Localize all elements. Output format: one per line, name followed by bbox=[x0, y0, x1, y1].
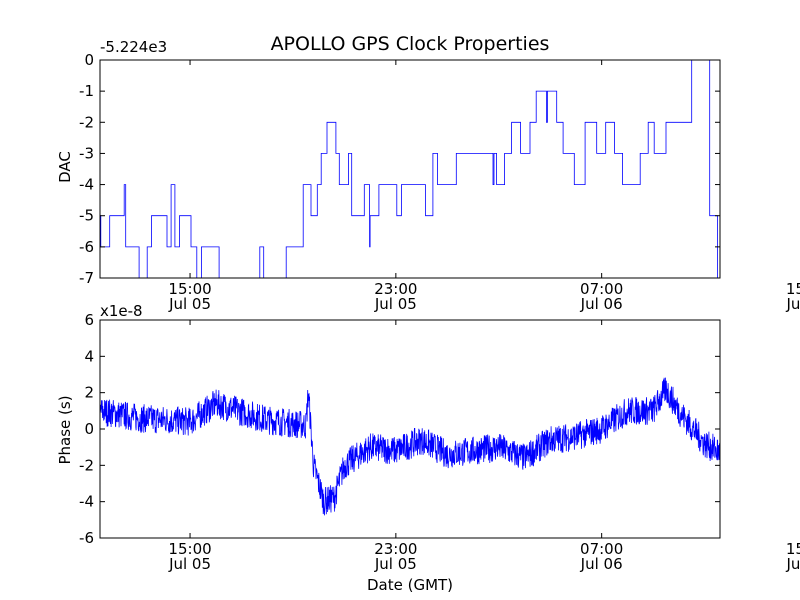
y-tick-label: 4 bbox=[84, 347, 94, 365]
x-tick-time-label: 07:00 bbox=[580, 540, 623, 558]
x-tick-time-label: 15:00 bbox=[786, 540, 800, 558]
y-tick-label: -4 bbox=[79, 176, 94, 194]
x-tick-time-label: 15:00 bbox=[786, 280, 800, 298]
y-tick-label: -5 bbox=[79, 207, 94, 225]
y-tick-label: -7 bbox=[79, 269, 94, 287]
phase-y-axis-label: Phase (s) bbox=[56, 395, 74, 464]
y-tick-label: -6 bbox=[79, 238, 94, 256]
y-tick-label: -2 bbox=[79, 456, 94, 474]
y-tick-label: -2 bbox=[79, 113, 94, 131]
x-tick-time-label: 15:00 bbox=[168, 280, 211, 298]
y-tick-label: -6 bbox=[79, 529, 94, 547]
phase-offset-label: x1e-8 bbox=[100, 302, 143, 320]
y-tick-label: 0 bbox=[84, 420, 94, 438]
x-tick-time-label: 15:00 bbox=[168, 540, 211, 558]
x-tick-date-label: Jul 06 bbox=[785, 295, 800, 313]
x-tick-date-label: Jul 05 bbox=[168, 295, 211, 313]
y-tick-label: 6 bbox=[84, 311, 94, 329]
x-tick-date-label: Jul 05 bbox=[374, 555, 417, 573]
axes-frame bbox=[99, 59, 721, 279]
x-tick-time-label: 23:00 bbox=[374, 280, 417, 298]
chart-title: APOLLO GPS Clock Properties bbox=[271, 33, 550, 55]
phase-series-line bbox=[100, 377, 720, 516]
y-tick-label: -1 bbox=[79, 82, 94, 100]
dac-series-line bbox=[100, 60, 720, 278]
y-tick-label: -3 bbox=[79, 144, 94, 162]
x-tick-time-label: 23:00 bbox=[374, 540, 417, 558]
y-tick-label: 2 bbox=[84, 384, 94, 402]
phase-axes: x1e-8 Phase (s) Date (GMT) 6 4 2 0 -2 -4 -6 15:… bbox=[56, 302, 800, 594]
x-tick-date-label: Jul 05 bbox=[374, 295, 417, 313]
dac-offset-label: -5.224e3 bbox=[100, 38, 167, 56]
x-tick-date-label: Jul 06 bbox=[580, 295, 623, 313]
axes-frame bbox=[99, 319, 721, 539]
dac-y-axis-label: DAC bbox=[56, 151, 74, 183]
x-tick-date-label: Jul 06 bbox=[580, 555, 623, 573]
y-tick-label: -4 bbox=[79, 493, 94, 511]
y-tick-label: 0 bbox=[84, 51, 94, 69]
x-tick-time-label: 07:00 bbox=[580, 280, 623, 298]
x-tick-date-label: Jul 06 bbox=[785, 555, 800, 573]
x-tick-date-label: Jul 05 bbox=[168, 555, 211, 573]
x-axis-label: Date (GMT) bbox=[367, 576, 453, 594]
